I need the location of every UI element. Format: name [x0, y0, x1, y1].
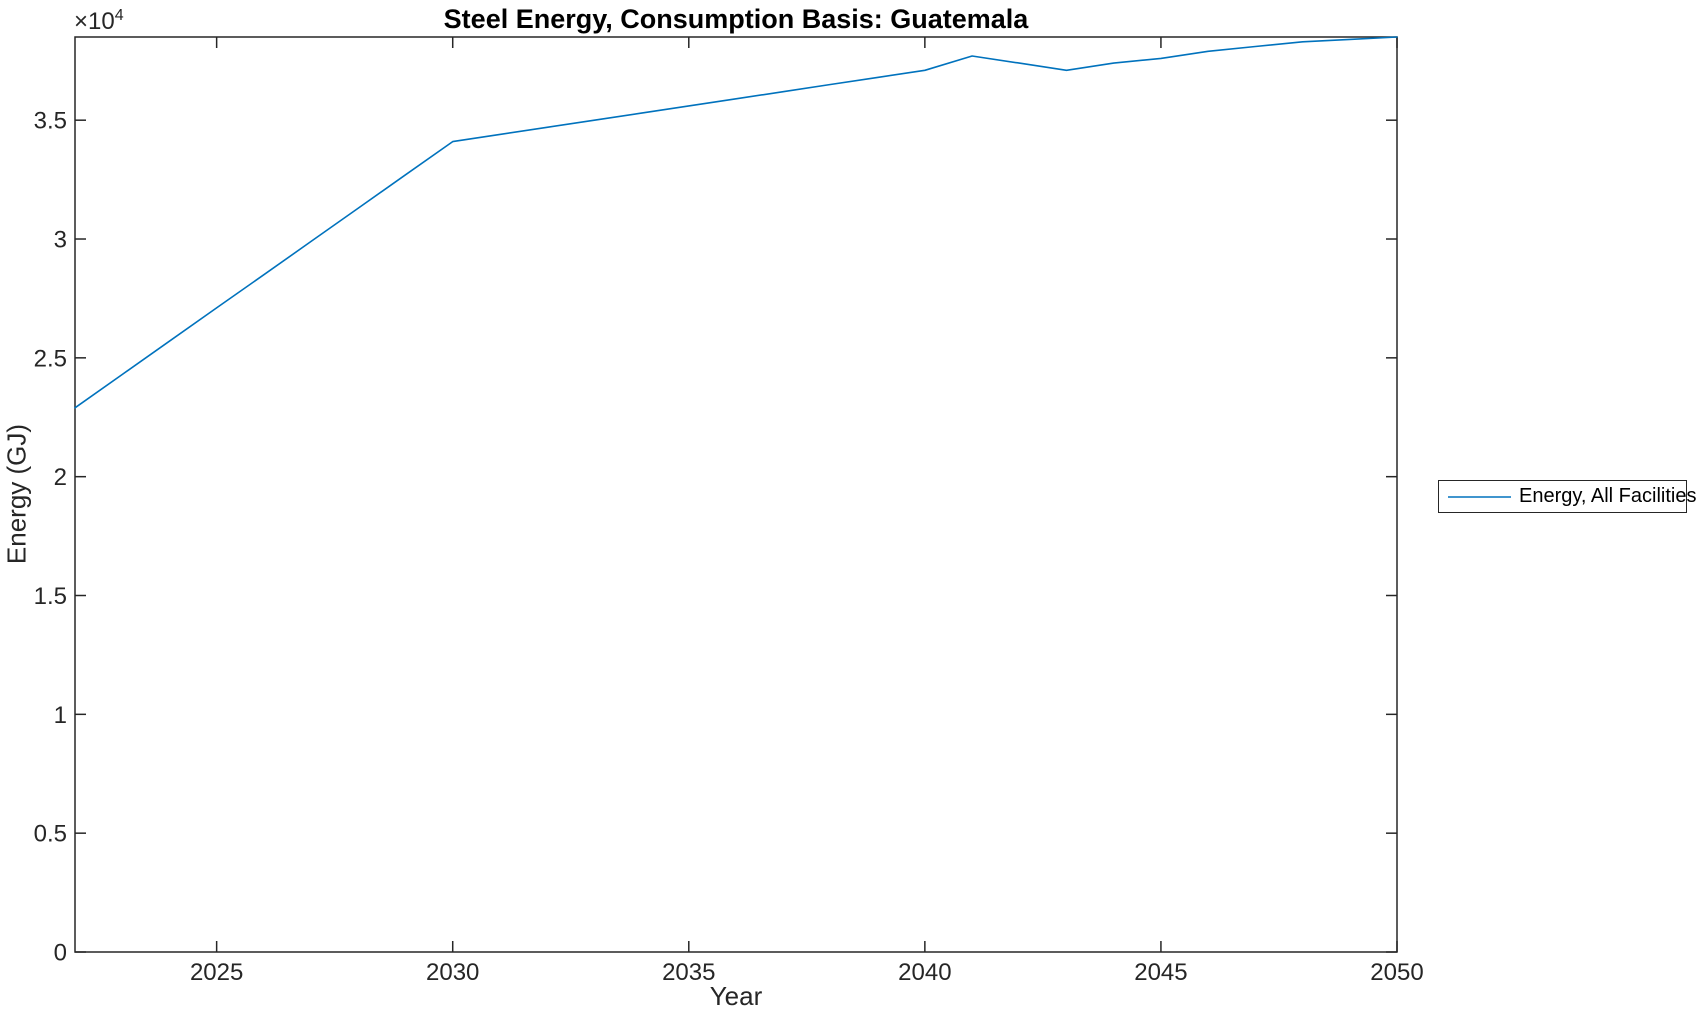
y-axis-exponent-base: ×10: [74, 8, 115, 35]
svg-text:3: 3: [54, 227, 67, 254]
svg-text:2: 2: [54, 464, 67, 491]
svg-text:2040: 2040: [898, 959, 951, 986]
svg-text:0: 0: [54, 940, 67, 967]
svg-text:2030: 2030: [426, 959, 479, 986]
svg-text:2050: 2050: [1370, 959, 1423, 986]
legend: Energy, All Facilities: [1438, 480, 1696, 513]
svg-text:2045: 2045: [1134, 959, 1187, 986]
svg-text:2025: 2025: [190, 959, 243, 986]
y-axis-label: Energy (GJ): [1, 423, 32, 565]
svg-text:1: 1: [54, 702, 67, 729]
x-axis-label: Year: [709, 981, 763, 1011]
svg-text:3.5: 3.5: [34, 108, 67, 135]
svg-text:0.5: 0.5: [34, 821, 67, 848]
legend-label: Energy, All Facilities: [1519, 485, 1697, 507]
svg-text:2035: 2035: [662, 959, 715, 986]
svg-text:2.5: 2.5: [34, 345, 67, 372]
svg-text:1.5: 1.5: [34, 583, 67, 610]
legend-line-sample: [1448, 495, 1511, 498]
chart-title: Steel Energy, Consumption Basis: Guatema…: [443, 4, 1029, 34]
y-axis-exponent-power: 4: [114, 7, 124, 24]
y-axis-exponent: ×104: [74, 7, 124, 36]
